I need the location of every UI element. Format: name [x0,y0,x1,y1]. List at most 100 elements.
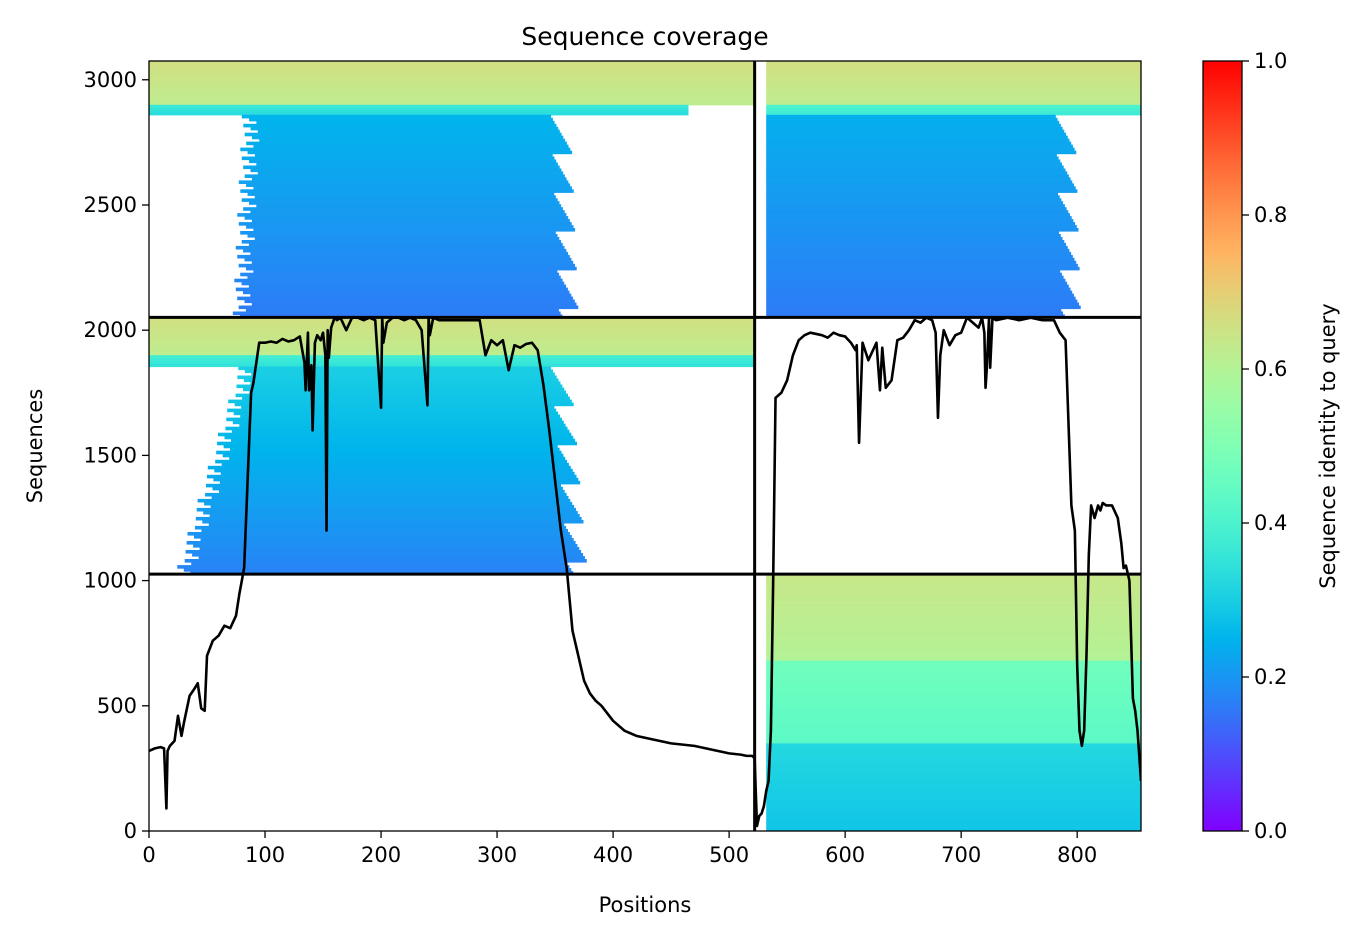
coverage-row [253,144,569,149]
coverage-row [766,242,1066,247]
coverage-row [766,690,1141,694]
coverage-row [766,228,1079,232]
coverage-row [223,444,558,449]
coverage-row [766,601,1141,605]
coverage-line [149,316,1141,828]
coverage-row [766,120,1060,125]
colorbar-label: Sequence identity to query [1316,303,1340,588]
x-tick-label: 800 [1057,843,1097,867]
coverage-row [149,349,755,353]
coverage-row [766,782,1141,787]
coverage-row [250,210,565,214]
coverage-row [238,180,569,184]
coverage-row [766,666,1141,671]
x-tick-label: 200 [361,843,401,867]
coverage-row [251,219,570,223]
coverage-row [194,525,567,530]
coverage-row [149,87,755,91]
coverage-row [243,290,570,295]
coverage-row [231,429,570,434]
coverage-row [239,423,566,428]
coverage-row [766,99,1141,103]
coverage-row [766,604,1141,608]
y-tick-label: 2000 [84,318,137,342]
y-tick-label: 1000 [84,569,137,593]
y-tick-label: 1500 [84,443,137,467]
coverage-row [211,495,569,500]
coverage-row [256,204,562,208]
coverage-row [766,180,1073,184]
coverage-row [149,78,755,82]
coverage-row [766,69,1141,74]
coverage-row [766,574,1141,578]
x-tick-label: 500 [709,843,749,867]
coverage-row [149,69,755,74]
coverage-row [241,240,562,244]
coverage-band [766,743,1141,831]
coverage-row [241,114,552,119]
coverage-band [766,61,1141,106]
coverage-row [766,621,1141,626]
coverage-row [250,168,562,173]
coverage-row [246,225,574,229]
boundary-layer [149,61,1141,831]
x-tick-label: 700 [941,843,981,867]
coverage-row [216,450,562,455]
coverage-row [231,438,576,443]
coverage-row [149,104,689,109]
coverage-row [766,800,1141,805]
coverage-row [766,728,1141,733]
coverage-row [149,346,755,350]
coverage-row [766,198,1062,202]
coverage-row [259,138,566,143]
coverage-row [766,699,1141,703]
coverage-row [766,725,1141,730]
coverage-row [227,408,557,413]
coverage-row [254,237,560,241]
coverage-row [149,363,755,368]
coverage-row [766,129,1065,134]
coverage-row [766,153,1057,158]
coverage-row [766,254,1073,259]
coverage-row [195,516,582,521]
coverage-row [149,63,755,68]
coverage-row [149,72,755,77]
coverage-row [766,713,1141,718]
coverage-row [191,562,568,566]
coverage-row [766,144,1073,149]
coverage-row [766,96,1141,100]
coverage-row [766,693,1141,697]
y-axis-label: Sequences [23,389,47,504]
coverage-row [234,402,574,407]
coverage-row [766,586,1141,590]
coverage-row [766,589,1141,593]
coverage-row [149,360,755,365]
coverage-row [766,111,1141,116]
coverage-row [204,501,573,506]
coverage-row [248,242,563,247]
colorbar-tick-label: 0.8 [1254,203,1287,227]
coverage-row [243,387,565,392]
coverage-row [766,237,1063,241]
y-tick-label: 0 [124,819,137,843]
coverage-row [766,794,1141,799]
coverage-row [766,287,1071,292]
y-tick-label: 3000 [84,68,137,92]
coverage-row [766,752,1141,756]
coverage-row [766,90,1141,94]
coverage-row [235,393,568,398]
coverage-row [766,84,1141,88]
coverage-row [766,707,1141,712]
coverage-row [766,204,1065,208]
coverage-row [766,615,1141,620]
coverage-row [766,266,1080,271]
coverage-row [228,399,572,404]
coverage-row [766,743,1141,747]
coverage-row [221,462,569,467]
coverage-row [256,162,558,167]
coverage-row [234,278,563,283]
coverage-row [232,420,564,425]
coverage-row [766,639,1141,644]
coverage-row [766,705,1141,709]
